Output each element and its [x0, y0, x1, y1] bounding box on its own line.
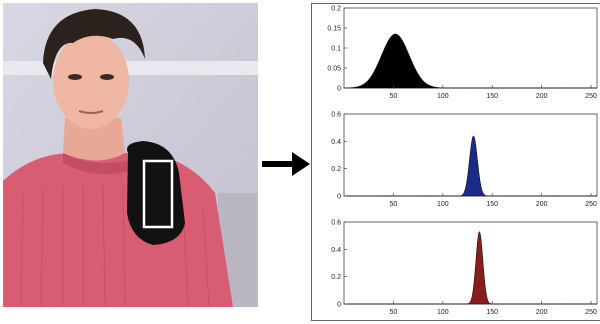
y-tick-label: 0.2: [331, 274, 341, 281]
y-tick-label: 0.6: [331, 112, 341, 119]
y-tick-label: 0.4: [331, 139, 341, 146]
x-tick-label: 200: [536, 201, 548, 208]
x-tick-label: 100: [437, 93, 449, 100]
y-tick-label: 0: [337, 194, 341, 201]
y-tick-label: 0.15: [327, 26, 341, 33]
x-tick-label: 50: [390, 93, 398, 100]
histogram-stack: 0.2 0.15 0.1 0.05 0 50 100 150 200 250 0.6 0.4 0.2 0…: [311, 3, 600, 321]
y-tick-label: 0.05: [327, 66, 341, 73]
x-tick-label: 250: [585, 201, 597, 208]
x-tick-label: 50: [390, 309, 398, 316]
histogram-chart-2: 0.6 0.4 0.2 0 50 100 150 200 250: [331, 112, 598, 208]
y-tick-label: 0.2: [331, 6, 341, 13]
person-photo: [3, 3, 258, 307]
y-tick-label: 0: [337, 86, 341, 93]
histogram-chart-3: 0.6 0.4 0.2 0 50 100 150 200 250: [331, 220, 598, 316]
person-photo-illustration: [3, 3, 258, 307]
x-tick-label: 150: [486, 201, 498, 208]
axes-box: [343, 221, 598, 305]
histogram-series: [344, 135, 597, 197]
x-tick-label: 100: [437, 309, 449, 316]
hand-roi-box: [142, 159, 174, 229]
x-tick-label: 100: [437, 201, 449, 208]
y-tick-label: 0.4: [331, 247, 341, 254]
x-tick-label: 150: [486, 93, 498, 100]
x-tick-label: 250: [585, 93, 597, 100]
histogram-chart-1: 0.2 0.15 0.1 0.05 0 50 100 150 200 250: [327, 6, 598, 100]
right-arrow-icon: [262, 152, 310, 176]
x-tick-label: 200: [536, 309, 548, 316]
histogram-series: [344, 231, 597, 305]
y-tick-label: 0.1: [331, 46, 341, 53]
x-tick-label: 150: [486, 309, 498, 316]
x-tick-label: 250: [585, 309, 597, 316]
x-tick-label: 200: [536, 93, 548, 100]
histogram-series: [343, 33, 597, 89]
y-tick-label: 0.2: [331, 166, 341, 173]
x-tick-label: 50: [390, 201, 398, 208]
y-tick-label: 0.6: [331, 220, 341, 227]
y-tick-label: 0: [337, 302, 341, 309]
